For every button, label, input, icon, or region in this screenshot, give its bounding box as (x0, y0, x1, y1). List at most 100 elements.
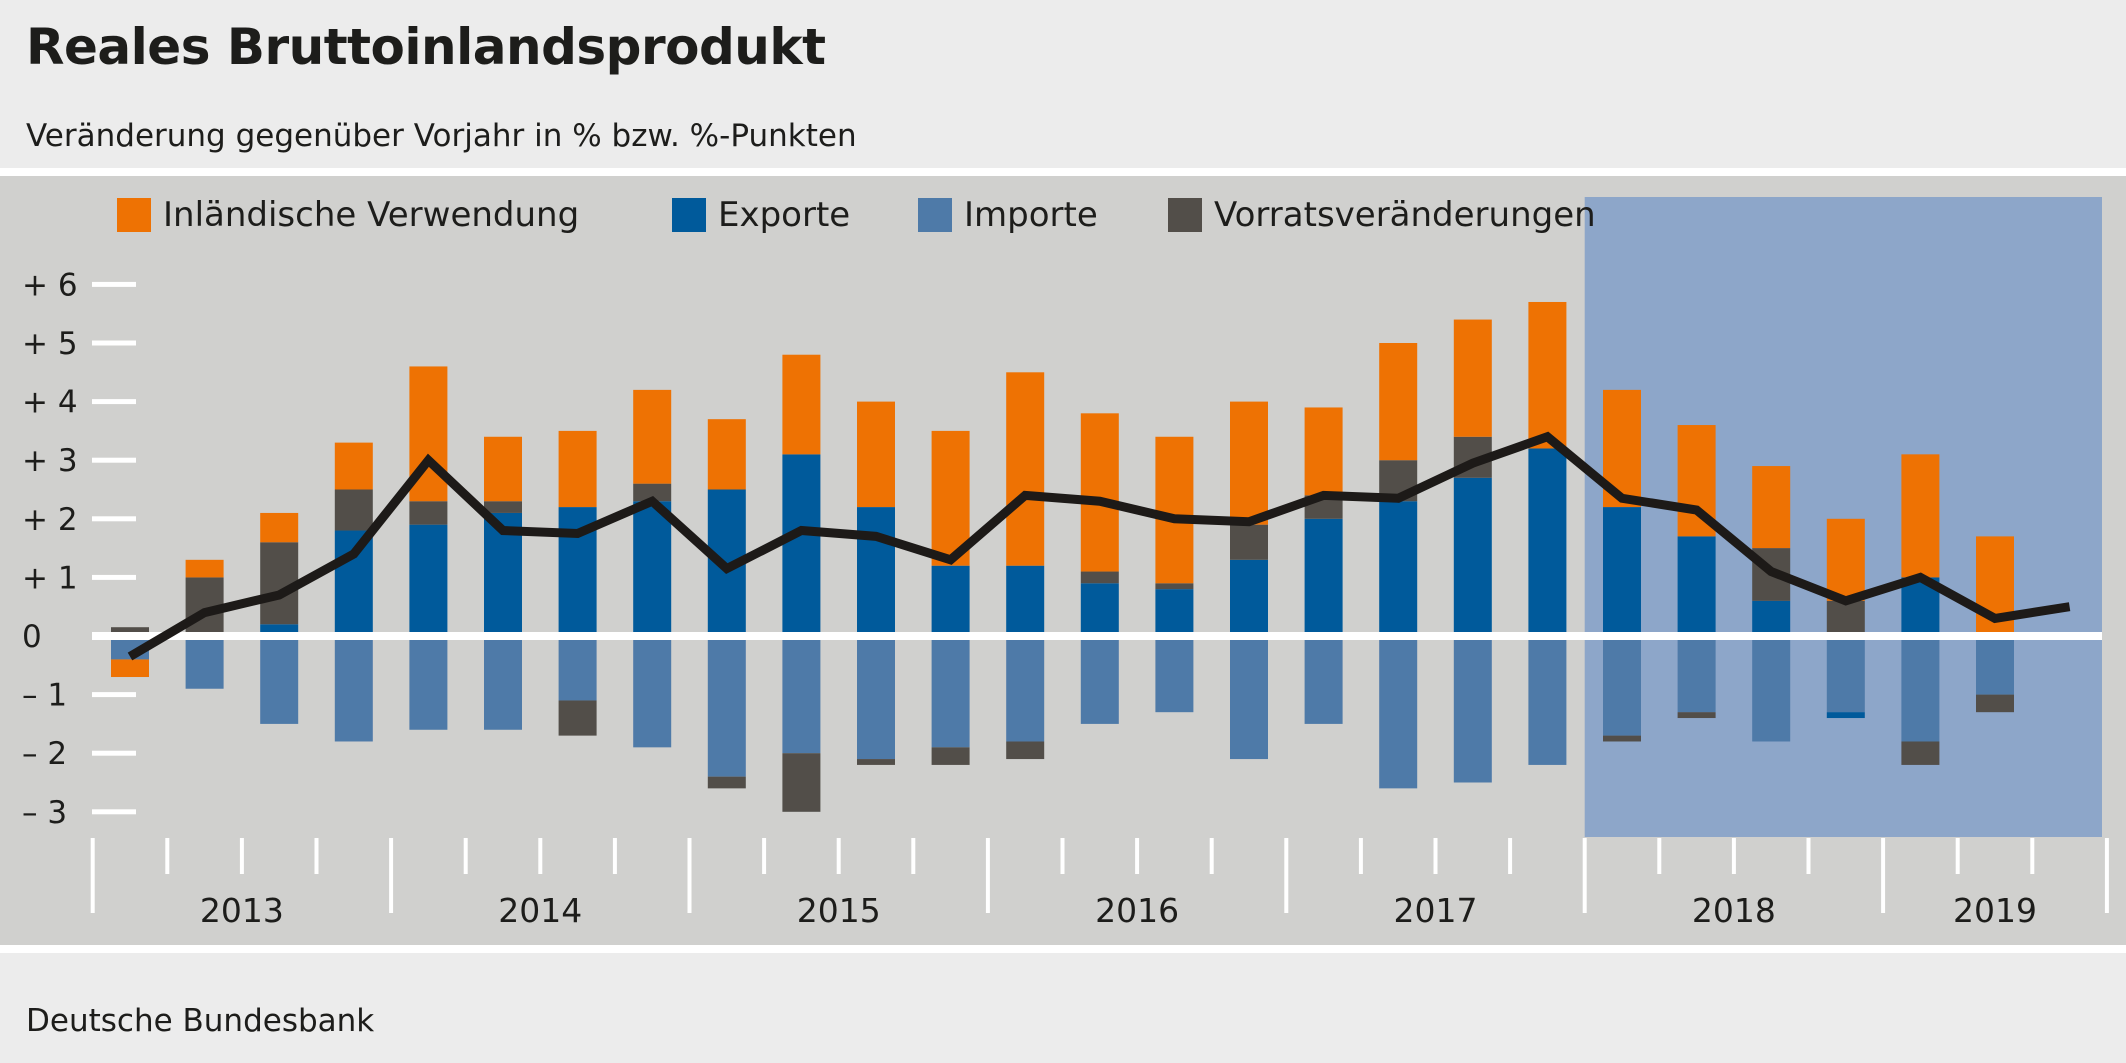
legend-label: Vorratsveränderungen (1214, 195, 1596, 235)
bar-inlaendische_verwendung (1528, 301, 1567, 449)
bar-importe (931, 636, 970, 748)
y-tick-label: + 1 (22, 560, 78, 596)
legend-swatch (918, 198, 952, 232)
x-tick-quarter (1806, 838, 1811, 874)
separator-bottom (0, 945, 2126, 953)
bar-importe (334, 636, 373, 742)
bar-importe (185, 636, 224, 689)
x-tick-quarter (314, 838, 319, 874)
bar-vorratsveraenderungen (1603, 735, 1641, 742)
bar-vorratsveraenderungen (931, 747, 970, 765)
bar-importe (633, 636, 672, 748)
bar-importe (1826, 636, 1865, 713)
bar-importe (1453, 636, 1492, 783)
x-tick-quarter (836, 838, 841, 874)
bar-inlaendische_verwendung (782, 354, 821, 455)
bar-vorratsveraenderungen (484, 501, 522, 513)
bar-inlaendische_verwendung (334, 442, 373, 490)
bar-importe (1901, 636, 1940, 742)
bar-importe (857, 636, 895, 760)
x-tick-quarter (538, 838, 543, 874)
bar-vorratsveraenderungen (334, 489, 373, 531)
bar-exporte (409, 524, 448, 636)
x-tick-quarter (1209, 838, 1214, 874)
bar-vorratsveraenderungen (857, 759, 895, 765)
y-tick-label: + 5 (22, 326, 78, 362)
bar-inlaendische_verwendung (1155, 436, 1194, 584)
x-year-label: 2018 (1692, 891, 1776, 930)
bar-vorratsveraenderungen (1901, 741, 1940, 765)
bar-inlaendische_verwendung (1453, 319, 1492, 437)
y-tick (92, 399, 136, 405)
bar-vorratsveraenderungen (707, 776, 746, 789)
bar-exporte (1304, 518, 1343, 636)
bar-vorratsveraenderungen (1230, 524, 1268, 560)
bar-inlaendische_verwendung (1304, 407, 1343, 496)
bar-importe (260, 636, 299, 724)
x-tick-year (389, 838, 394, 913)
legend-swatch (672, 198, 706, 232)
y-tick-label: – 2 (22, 736, 67, 772)
bar-vorratsveraenderungen (782, 753, 821, 812)
bar-vorratsveraenderungen (1677, 712, 1716, 719)
separator-top (0, 168, 2126, 176)
bar-exporte (1230, 559, 1268, 636)
bar-importe (1230, 636, 1268, 760)
bar-importe (484, 636, 522, 730)
y-tick (92, 574, 136, 580)
y-tick-label: 0 (22, 619, 42, 655)
bar-importe (1976, 636, 2014, 695)
bar-vorratsveraenderungen (633, 483, 672, 502)
bar-exporte (1528, 448, 1567, 636)
x-tick-quarter (1135, 838, 1140, 874)
bar-importe (1752, 636, 1791, 742)
x-tick-quarter (762, 838, 767, 874)
source-note: Deutsche Bundesbank (26, 1003, 375, 1039)
x-tick-quarter (463, 838, 468, 874)
bar-importe (1080, 636, 1119, 724)
x-year-label: 2015 (797, 891, 881, 930)
bar-importe (1304, 636, 1343, 724)
bar-inlaendische_verwendung (1006, 372, 1045, 566)
bar-inlaendische_verwendung (260, 512, 299, 543)
bar-exporte (857, 507, 895, 636)
bar-inlaendische_verwendung (111, 659, 149, 678)
bar-importe (707, 636, 746, 777)
bar-importe (1379, 636, 1418, 789)
bar-exporte (1379, 501, 1418, 636)
y-tick-label: – 3 (22, 795, 67, 831)
x-tick-year (1881, 838, 1886, 913)
bar-inlaendische_verwendung (707, 419, 746, 490)
bip-line (127, 431, 2071, 661)
bar-importe (409, 636, 448, 730)
bar-importe (1155, 636, 1194, 713)
bar-vorratsveraenderungen (1826, 600, 1865, 636)
chart-subtitle: Veränderung gegenüber Vorjahr in % bzw. … (26, 118, 857, 154)
x-tick-quarter (1358, 838, 1363, 874)
bar-exporte (1677, 536, 1716, 636)
x-tick-quarter (1657, 838, 1662, 874)
y-tick-label: + 2 (22, 502, 78, 538)
y-tick (92, 340, 136, 346)
x-tick-quarter (1508, 838, 1513, 874)
y-tick (92, 281, 136, 287)
x-year-label: 2014 (498, 891, 582, 930)
bar-vorratsveraenderungen (558, 700, 597, 736)
y-tick (92, 457, 136, 463)
chart-title: Reales Bruttoinlandsprodukt (26, 18, 826, 76)
legend-swatch (1168, 198, 1202, 232)
bar-exporte (782, 454, 821, 636)
bar-exporte (1006, 565, 1045, 636)
forecast-shading (1584, 197, 2102, 837)
bar-inlaendische_verwendung (484, 436, 522, 502)
y-tick (92, 809, 136, 815)
bar-vorratsveraenderungen (1006, 741, 1045, 760)
x-tick-quarter (612, 838, 617, 874)
bar-exporte (1603, 507, 1641, 636)
bar-vorratsveraenderungen (111, 627, 149, 634)
x-tick-quarter (1433, 838, 1438, 874)
x-tick-year (985, 838, 990, 913)
bar-importe (1528, 636, 1567, 765)
x-tick-quarter (1955, 838, 1960, 874)
